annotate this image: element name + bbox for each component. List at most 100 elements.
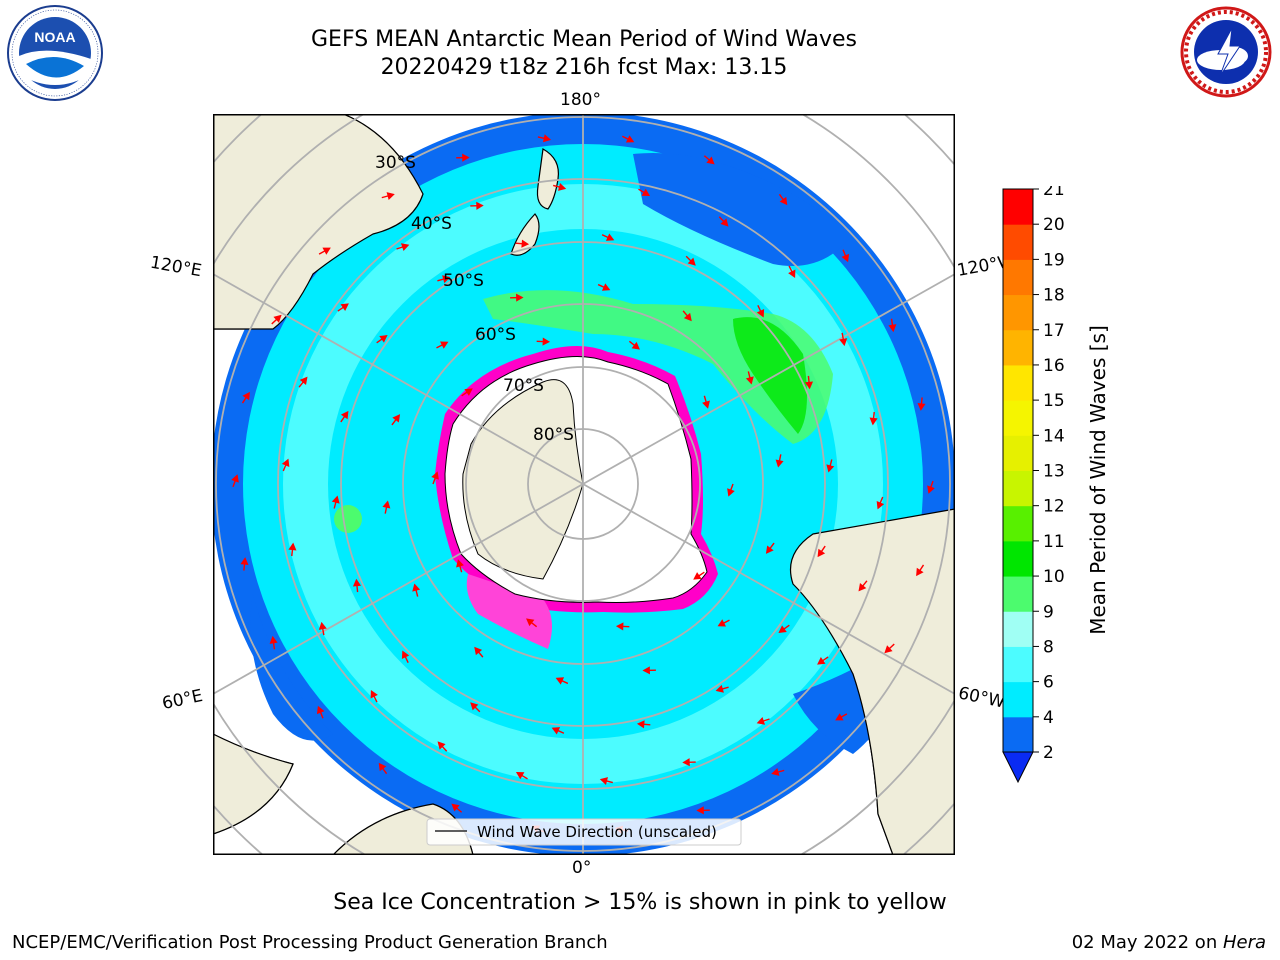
legend-label: Wind Wave Direction (unscaled) [477,823,717,841]
wave-arrow-head [720,218,729,227]
wave-arrow-head [542,337,551,346]
footer-left: NCEP/EMC/Verification Post Processing Pr… [12,932,608,953]
wave-arrow-head [756,309,765,318]
colorbar-band [1003,681,1033,718]
wave-arrow-head [715,684,724,693]
colorbar-extend-triangle [1002,751,1034,784]
sea-ice-caption: Sea Ice Concentration > 15% is shown in … [333,890,947,915]
wave-arrow-head [682,758,690,767]
wave-arrow-head [876,500,885,510]
wave-arrow-head [542,134,552,143]
lat-label-70s: 70°S [503,376,544,396]
wave-arrow-head [558,183,567,191]
colorbar-band [1003,189,1033,225]
colorbar-tick-label: 18 [1043,286,1065,306]
wave-arrow-head [804,381,814,390]
wave-arrow-head [841,253,850,263]
new-zealand-landmass [536,148,560,210]
colorbar-band [1003,329,1033,366]
new-zealand-landmass [510,213,540,256]
wave-arrow-head [745,376,754,385]
map-frame [213,114,955,855]
footer-machine: Hera [1222,932,1266,953]
footer-date: 02 May 2022 on [1071,932,1223,953]
noaa-logo: NOAA [7,5,103,101]
wave-arrow-head [476,201,484,210]
wave-arrow-head [775,459,784,468]
wave-arrow-head [599,777,608,785]
colorbar-band [1003,224,1033,260]
lat-label-40s: 40°S [411,214,452,234]
wave-arrow-head [242,391,250,401]
wave-arrow-head [370,689,378,699]
wave-arrow-head [386,192,395,200]
wave-arrow-head [316,705,325,715]
wave-arrow-head [269,635,278,644]
wave-arrow-head [551,727,561,735]
wave-arrow-head [474,646,483,656]
colorbar-label: Mean Period of Wind Waves [s] [1086,325,1110,635]
wave-arrow-head [437,741,446,750]
colorbar-band [1003,364,1033,401]
wave-arrow-head [683,312,692,322]
wave-arrow-head [516,293,524,302]
wave-arrow-head [869,417,878,426]
colorbar-tick-label: 12 [1043,497,1065,517]
deep-blue-patch [250,594,333,741]
wave-arrow-head [456,559,464,568]
wave-arrow-head [451,803,460,812]
wave-arrow-head [917,403,926,411]
wave-arrow-head [788,269,796,279]
wave-arrow-head [717,619,726,627]
chart-title-line1: GEFS MEAN Antarctic Mean Period of Wind … [311,27,857,52]
colorbar-band [1003,540,1033,577]
colorbar-band [1003,576,1033,612]
lon-label-60e: 60°E [160,685,205,715]
wave-arrow-head [526,618,535,627]
wave-arrow-head [231,474,239,483]
green-patch [334,505,362,533]
wave-arrow-head [521,239,530,248]
wave-arrow-head [916,567,924,577]
colorbar-tick-label: 16 [1043,356,1065,376]
wave-arrow-head [431,471,439,480]
wave-arrow-head [687,257,696,266]
svg-text:NOAA: NOAA [34,29,75,45]
lat-label-80s: 80°S [533,425,574,445]
wave-arrow-head [440,341,449,349]
wave-arrow-head [382,500,391,509]
wave-arrow-head [826,464,835,473]
wave-arrow-head [888,324,897,333]
wave-arrow-head [756,717,766,725]
colorbar-band [1003,259,1033,296]
colorbar-tick-label: 8 [1043,637,1054,657]
colorbar-tick-label: 20 [1043,215,1065,235]
wave-arrow-head [515,771,525,780]
deep-blue-patch [633,153,853,266]
green-band [733,317,807,434]
wave-arrow-head [412,583,421,592]
colorbar-band [1003,716,1033,753]
wave-arrow-head [631,341,640,350]
colorbar-tick-label: 17 [1043,321,1065,341]
nws-logo [1180,6,1272,98]
lon-label-120e: 120°E [148,252,204,282]
wave-arrow-head [636,720,645,729]
wave-arrow-head [927,485,935,494]
wave-arrow-head [464,388,473,396]
wave-arrow-head [835,713,844,721]
australia-landmass [213,114,424,330]
colorbar-band [1003,470,1033,507]
wave-arrow-head [318,621,327,630]
africa-landmass [213,733,294,835]
wave-arrow-head [601,283,611,291]
wave-arrow-head [884,645,893,654]
colorbar-tick-label: 4 [1043,708,1054,728]
polar-map: 30°S 40°S 50°S 60°S 70°S 80°S Wind Wave … [213,114,955,855]
chart-title-line2: 20220429 t18z 216h fcst Max: 13.15 [380,55,788,80]
lon-label-60w: 60°W [956,683,1007,713]
colorbar-tick-label: 6 [1043,673,1054,693]
wave-arrow-head [817,548,826,558]
wave-arrow-head [605,233,615,241]
wave-arrow-head [352,578,362,587]
